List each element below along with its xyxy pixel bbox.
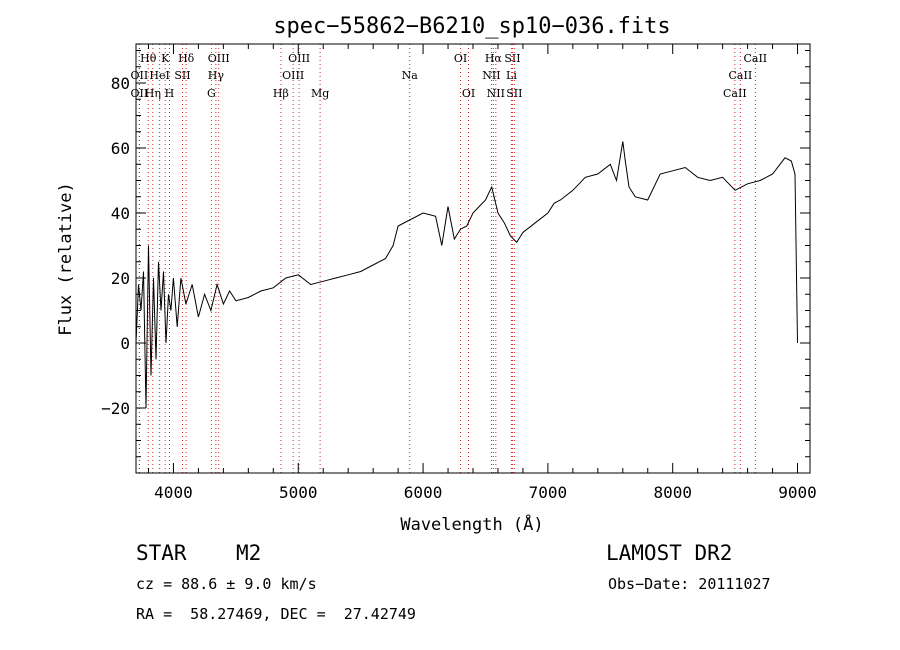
sky-coordinates: RA = 58.27469, DEC = 27.42749: [136, 605, 416, 623]
emission-line-label: OI: [462, 87, 475, 100]
emission-line-label: NII: [482, 69, 500, 82]
emission-line-label: HeI: [149, 69, 169, 82]
emission-line-label: Hδ: [178, 52, 195, 65]
emission-line-label: OIII: [282, 69, 304, 82]
x-tick-label: 9000: [778, 483, 817, 502]
emission-line-label: SII: [504, 52, 520, 65]
emission-line-label: Hη: [145, 87, 161, 100]
y-tick-label: −20: [101, 399, 130, 418]
chart-title: spec−55862−B6210_sp10−036.fits: [273, 14, 670, 39]
emission-line-label: Mg: [311, 87, 329, 100]
x-tick-label: 6000: [404, 483, 443, 502]
y-axis-label: Flux (relative): [56, 182, 76, 336]
y-tick-label: 0: [120, 334, 130, 353]
object-type: STAR: [136, 541, 187, 565]
y-tick-label: 20: [111, 269, 130, 288]
emission-line-label: Hβ: [273, 87, 289, 100]
plot-frame: [135, 43, 811, 474]
emission-line-label: CaII: [729, 69, 753, 82]
x-tick-label: 4000: [154, 483, 193, 502]
y-tick-label: 60: [111, 139, 130, 158]
emission-line-label: SII: [174, 69, 190, 82]
x-axis-label: Wavelength (Å): [400, 513, 543, 535]
emission-line-label: OIII: [208, 52, 230, 65]
y-tick-label: 40: [111, 204, 130, 223]
emission-line-label: Hθ: [140, 52, 157, 65]
emission-line-label: Na: [402, 69, 419, 82]
flux-series-line: [135, 141, 798, 409]
y-tick-label: 80: [111, 74, 130, 93]
survey-name: LAMOST DR2: [606, 541, 733, 565]
emission-line-label: Hγ: [208, 69, 225, 82]
emission-line-label: Hα: [485, 52, 503, 65]
emission-line-label: G: [207, 87, 216, 100]
emission-line-label: NII: [487, 87, 505, 100]
emission-line-label: K: [161, 52, 170, 65]
object-subclass: M2: [236, 541, 262, 565]
emission-line-label: OIII: [288, 52, 310, 65]
emission-line-label: CaII: [743, 52, 767, 65]
emission-line-label: Li: [506, 69, 517, 82]
x-tick-label: 8000: [653, 483, 692, 502]
emission-line-label: OII: [131, 69, 149, 82]
emission-line-label: CaII: [723, 87, 747, 100]
emission-line-label: SII: [506, 87, 522, 100]
emission-line-label: OI: [454, 52, 467, 65]
observation-date: Obs−Date: 20111027: [608, 575, 771, 593]
emission-line-label: OII: [131, 87, 149, 100]
redshift-velocity: cz = 88.6 ± 9.0 km/s: [136, 575, 317, 593]
x-tick-label: 5000: [279, 483, 318, 502]
x-tick-label: 7000: [529, 483, 568, 502]
emission-line-label: H: [165, 87, 175, 100]
